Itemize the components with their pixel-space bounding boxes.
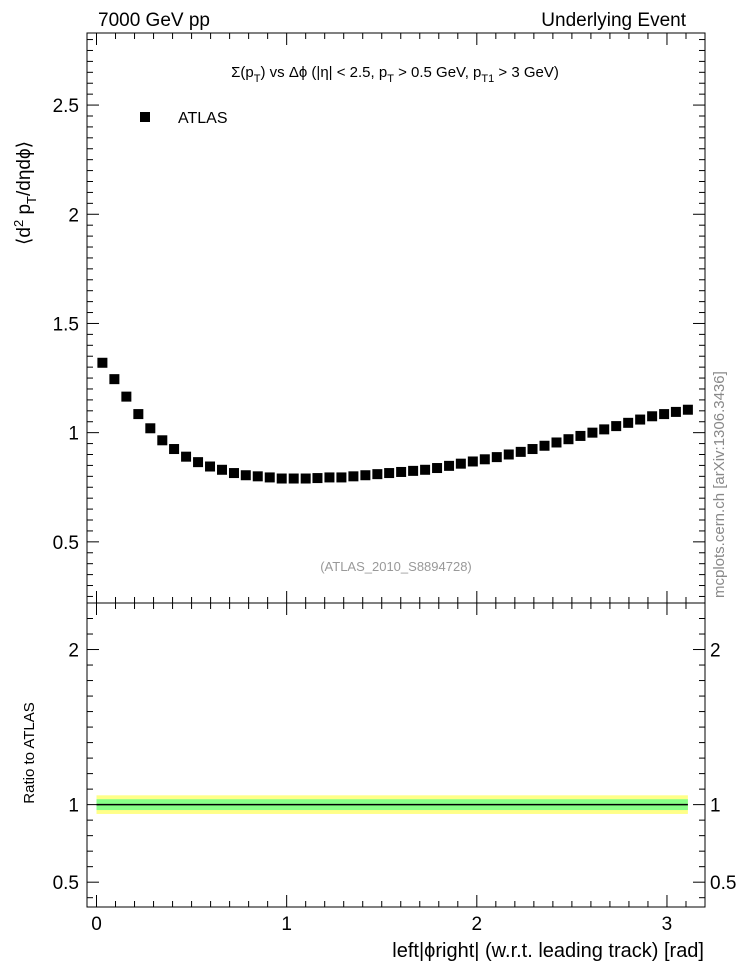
legend-label: ATLAS xyxy=(178,110,228,127)
title-part: Σ(p xyxy=(231,64,254,81)
side-label: mcplots.cern.ch [arXiv:1306.3436] xyxy=(711,371,728,598)
data-point xyxy=(276,473,287,484)
main-y-tick-labels: 0.5 1 1.5 2 2.5 xyxy=(53,96,79,554)
y-tick-label: 0.5 xyxy=(710,873,736,894)
x-tick-label: 3 xyxy=(662,914,673,935)
data-point xyxy=(133,409,144,420)
data-point xyxy=(169,444,180,455)
data-point xyxy=(205,461,216,472)
data-point xyxy=(479,454,490,465)
title-part: > 3 GeV) xyxy=(494,64,559,81)
data-point xyxy=(432,463,443,474)
data-point xyxy=(97,357,108,368)
y-tick-label: 1.5 xyxy=(53,314,79,335)
data-point xyxy=(252,471,263,482)
data-point xyxy=(623,417,634,428)
title-part: ) vs Δϕ (|η| < 2.5, p xyxy=(261,64,388,81)
x-axis-label: left|ϕright| (w.r.t. leading track) [rad… xyxy=(392,940,704,962)
x-tick-labels: 0 1 2 3 xyxy=(91,914,672,935)
title-sub: T xyxy=(254,73,261,85)
data-point xyxy=(109,374,120,385)
header-left: 7000 GeV pp xyxy=(98,10,210,31)
ratio-y-axis-label: Ratio to ATLAS xyxy=(21,702,38,803)
ylabel-part: ⟨d xyxy=(14,227,35,245)
data-point xyxy=(408,465,419,476)
y-tick-label: 1 xyxy=(710,796,721,817)
data-point xyxy=(527,444,538,455)
data-point xyxy=(659,409,670,420)
y-tick-label: 0.5 xyxy=(53,873,79,894)
data-point xyxy=(420,464,431,475)
data-point xyxy=(312,473,323,484)
y-tick-label: 2 xyxy=(710,641,721,662)
data-points xyxy=(97,357,693,484)
data-point xyxy=(682,404,693,415)
data-point xyxy=(611,421,622,432)
data-point xyxy=(384,468,395,479)
analysis-watermark: (ATLAS_2010_S8894728) xyxy=(320,559,472,574)
ylabel-sup: 2 xyxy=(11,220,26,227)
ratio-y-tick-labels: 0.5 0.5 1 1 2 2 xyxy=(53,641,737,895)
y-tick-label: 1 xyxy=(68,796,79,817)
data-point xyxy=(396,466,407,477)
data-point xyxy=(217,464,228,475)
data-point xyxy=(145,423,156,434)
header-right: Underlying Event xyxy=(541,10,686,31)
y-tick-label: 1 xyxy=(68,424,79,445)
title-sub: T1 xyxy=(481,73,494,85)
data-point xyxy=(503,449,514,460)
ylabel-sub: T xyxy=(24,196,39,204)
ratio-plot-frame xyxy=(86,602,706,908)
title-part: > 0.5 GeV, p xyxy=(394,64,481,81)
title-sub: T xyxy=(387,73,394,85)
data-point xyxy=(515,446,526,457)
x-tick-label: 0 xyxy=(91,914,102,935)
x-tick-label: 2 xyxy=(472,914,483,935)
main-axis-ticks xyxy=(87,33,706,603)
data-point xyxy=(647,411,658,422)
ylabel-part: p xyxy=(14,204,35,220)
data-point xyxy=(455,458,466,469)
data-point xyxy=(336,472,347,483)
data-point xyxy=(575,430,586,441)
data-point xyxy=(491,452,502,463)
data-point xyxy=(228,468,239,479)
data-point xyxy=(348,471,359,482)
data-point xyxy=(444,460,455,471)
data-point xyxy=(670,406,681,417)
data-point xyxy=(539,440,550,451)
data-point xyxy=(599,424,610,435)
main-y-axis-label: ⟨d2 pT/dηdϕ⟩ xyxy=(11,141,39,245)
data-point xyxy=(372,469,383,480)
plot-title: Σ(pT) vs Δϕ (|η| < 2.5, pT > 0.5 GeV, pT… xyxy=(231,64,559,85)
data-point xyxy=(240,470,251,481)
data-point xyxy=(563,434,574,445)
x-tick-label: 1 xyxy=(281,914,292,935)
y-tick-label: 0.5 xyxy=(53,533,79,554)
y-tick-label: 2 xyxy=(68,205,79,226)
data-point xyxy=(157,435,168,446)
legend-marker xyxy=(140,112,150,122)
data-point xyxy=(193,457,204,468)
y-tick-label: 2.5 xyxy=(53,96,79,117)
ylabel-part: /dηdϕ⟩ xyxy=(14,141,35,196)
data-point xyxy=(635,414,646,425)
data-point xyxy=(467,456,478,467)
ratio-axis-ticks xyxy=(87,603,706,907)
data-point xyxy=(324,472,335,483)
data-point xyxy=(551,437,562,448)
data-point xyxy=(121,391,132,402)
data-point xyxy=(587,427,598,438)
data-point xyxy=(300,473,311,484)
data-point xyxy=(288,473,299,484)
y-tick-label: 2 xyxy=(68,641,79,662)
data-point xyxy=(181,451,192,462)
data-point xyxy=(264,472,275,483)
data-point xyxy=(360,470,371,481)
